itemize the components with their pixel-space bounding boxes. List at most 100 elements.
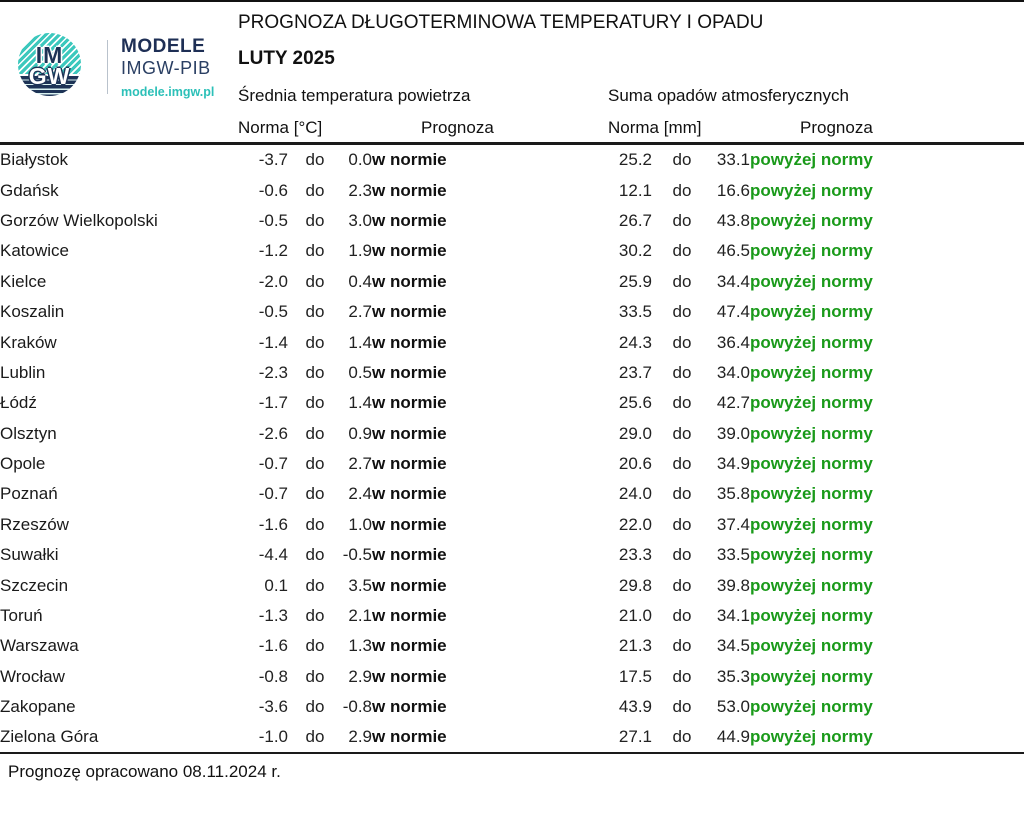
precip-norm-min: 24.3 (618, 332, 652, 352)
precip-range-separator: do (672, 423, 692, 443)
precip-norm-max: 39.8 (716, 575, 750, 595)
precip-forecast-column-header: Prognoza (800, 118, 873, 137)
precip-forecast-value: powyżej normy (750, 332, 873, 352)
precip-range-separator: do (672, 150, 692, 170)
logo-im-text: IM (35, 42, 64, 68)
temp-norm-max: 0.0 (348, 150, 372, 170)
temp-range-separator: do (305, 697, 325, 717)
imgw-globe-icon: IM GW (18, 33, 81, 96)
precip-range-separator: do (672, 727, 692, 747)
city-name: Kielce (0, 271, 47, 291)
precip-norm-min: 21.0 (618, 606, 652, 626)
precip-norm-max: 42.7 (716, 393, 750, 413)
page-header: IM GW MODELE IMGW-PIB modele.imgw.pl PRO… (0, 2, 1024, 145)
table-row: Toruń -1.3 do 2.1 w normie 21.0 do 34.1 … (0, 601, 1024, 631)
temp-forecast-value: w normie (372, 666, 447, 686)
precip-norm-max: 35.8 (716, 484, 750, 504)
precip-norm-min: 25.6 (618, 393, 652, 413)
temp-norm-min: -4.4 (258, 545, 288, 565)
temp-range-separator: do (305, 606, 325, 626)
page-title: PROGNOZA DŁUGOTERMINOWA TEMPERATURY I OP… (238, 12, 764, 33)
city-name: Lublin (0, 362, 46, 382)
precip-norm-max: 47.4 (716, 302, 750, 322)
precip-range-separator: do (672, 575, 692, 595)
table-row: Zielona Góra -1.0 do 2.9 w normie 27.1 d… (0, 722, 1024, 752)
precip-norm-max: 36.4 (716, 332, 750, 352)
temp-forecast-value: w normie (372, 514, 447, 534)
brand-url-link[interactable]: modele.imgw.pl (121, 85, 215, 99)
temp-norm-min: -0.7 (258, 484, 288, 504)
precip-norm-min: 24.0 (618, 484, 652, 504)
precip-norm-min: 21.3 (618, 636, 652, 656)
precip-group-label: Suma opadów atmosferycznych (608, 86, 849, 105)
temp-norm-max: 0.4 (348, 271, 372, 291)
temp-forecast-value: w normie (372, 210, 447, 230)
temp-norm-max: 1.3 (348, 636, 372, 656)
temp-range-separator: do (305, 454, 325, 474)
precip-norm-column-header: Norma [mm] (608, 118, 702, 137)
brand-block: MODELE IMGW-PIB modele.imgw.pl (121, 37, 214, 100)
precip-norm-min: 26.7 (618, 210, 652, 230)
precip-norm-max: 33.1 (716, 150, 750, 170)
precip-range-separator: do (672, 636, 692, 656)
temp-norm-min: -0.8 (258, 666, 288, 686)
temp-norm-max: 3.5 (348, 575, 372, 595)
temp-forecast-value: w normie (372, 454, 447, 474)
city-name: Zakopane (0, 697, 76, 717)
table-row: Gdańsk -0.6 do 2.3 w normie 12.1 do 16.6… (0, 175, 1024, 205)
precip-norm-max: 43.8 (716, 210, 750, 230)
precip-norm-min: 43.9 (618, 697, 652, 717)
temp-norm-min: -1.6 (258, 636, 288, 656)
temp-norm-max: 2.9 (348, 727, 372, 747)
precip-range-separator: do (672, 241, 692, 261)
table-row: Katowice -1.2 do 1.9 w normie 30.2 do 46… (0, 236, 1024, 266)
temp-norm-min: -1.2 (258, 241, 288, 261)
temp-forecast-value: w normie (372, 271, 447, 291)
temp-norm-min: -1.3 (258, 606, 288, 626)
temp-forecast-value: w normie (372, 362, 447, 382)
precip-range-separator: do (672, 484, 692, 504)
precip-norm-max: 34.5 (716, 636, 750, 656)
precip-forecast-value: powyżej normy (750, 423, 873, 443)
logo-divider (107, 40, 108, 94)
city-name: Kraków (0, 332, 57, 352)
temp-range-separator: do (305, 332, 325, 352)
precip-norm-max: 34.9 (716, 454, 750, 474)
precip-norm-min: 20.6 (618, 454, 652, 474)
city-name: Rzeszów (0, 514, 69, 534)
temp-forecast-value: w normie (372, 423, 447, 443)
precip-forecast-value: powyżej normy (750, 150, 873, 170)
temp-norm-column-header: Norma [°C] (238, 118, 323, 137)
temp-range-separator: do (305, 393, 325, 413)
precip-forecast-value: powyżej normy (750, 575, 873, 595)
temp-range-separator: do (305, 302, 325, 322)
precip-norm-max: 44.9 (716, 727, 750, 747)
precip-range-separator: do (672, 393, 692, 413)
precip-norm-min: 30.2 (618, 241, 652, 261)
temp-norm-min: -0.5 (258, 302, 288, 322)
precip-forecast-value: powyżej normy (750, 484, 873, 504)
precip-norm-min: 29.0 (618, 423, 652, 443)
temp-norm-min: -0.7 (258, 454, 288, 474)
precip-norm-max: 34.0 (716, 362, 750, 382)
city-name: Warszawa (0, 636, 79, 656)
temp-norm-max: 2.9 (348, 666, 372, 686)
temp-range-separator: do (305, 241, 325, 261)
precip-norm-max: 39.0 (716, 423, 750, 443)
table-row: Wrocław -0.8 do 2.9 w normie 17.5 do 35.… (0, 662, 1024, 692)
temp-norm-max: 0.5 (348, 362, 372, 382)
city-name: Opole (0, 454, 46, 474)
precip-range-separator: do (672, 545, 692, 565)
precip-range-separator: do (672, 271, 692, 291)
temp-norm-min: -1.0 (258, 727, 288, 747)
precip-forecast-value: powyżej normy (750, 241, 873, 261)
temp-forecast-value: w normie (372, 393, 447, 413)
temp-forecast-value: w normie (372, 636, 447, 656)
precip-norm-min: 33.5 (618, 302, 652, 322)
precip-range-separator: do (672, 454, 692, 474)
city-name: Wrocław (0, 666, 65, 686)
temp-range-separator: do (305, 271, 325, 291)
temp-range-separator: do (305, 210, 325, 230)
temp-norm-min: -2.0 (258, 271, 288, 291)
